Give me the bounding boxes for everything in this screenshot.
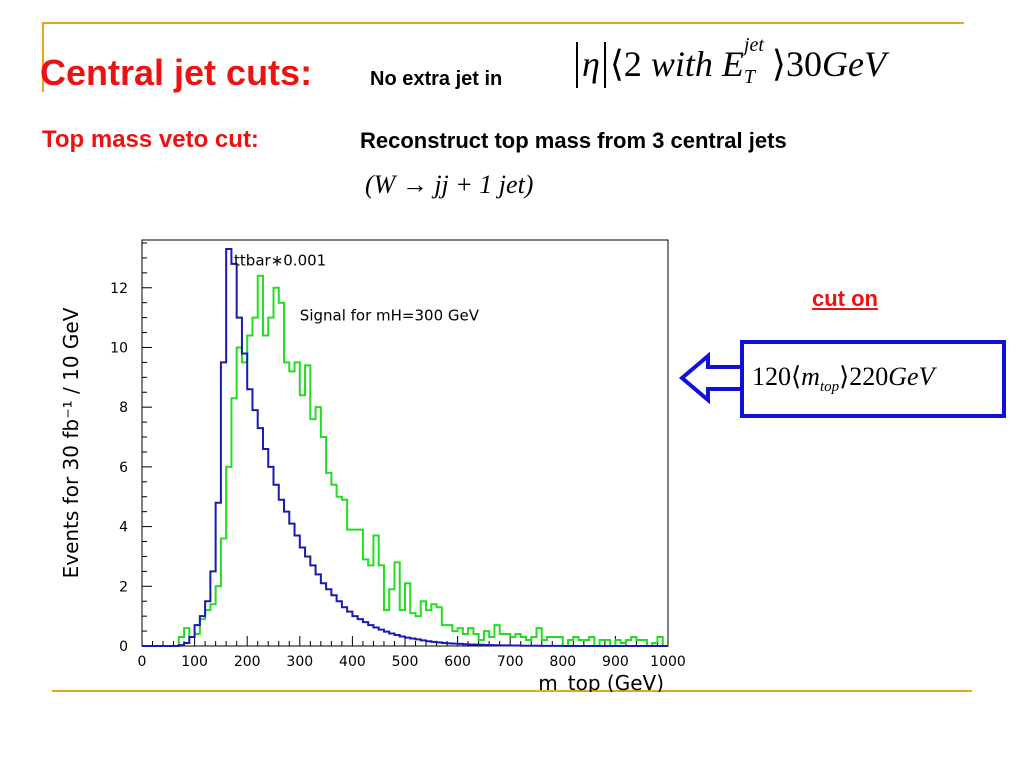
y-tick-label: 12 <box>110 281 128 297</box>
central-jet-cuts-heading: Central jet cuts: <box>40 52 313 93</box>
eta-symbol: η <box>582 44 600 84</box>
w-decay-formula: (W → jj + 1 jet) <box>365 170 534 199</box>
ttbar-annotation: ttbar∗0.001 <box>234 251 326 269</box>
mass-window-box <box>740 340 1006 418</box>
x-tick-label: 400 <box>339 654 366 670</box>
mass-window-formula: 120⟨mtop⟩220GeV <box>752 362 934 396</box>
top-subscript: top <box>819 379 840 395</box>
x-tick-label: 700 <box>497 654 524 670</box>
x-tick-label: 100 <box>181 654 208 670</box>
et-unit: GeV <box>821 44 886 84</box>
x-tick-label: 600 <box>444 654 471 670</box>
mtop-histogram: 0 100 200 300 400 500 600 700 800 900 1000 0 2 4 6 8 10 1… <box>59 239 686 692</box>
with-word: with <box>650 44 713 84</box>
y-tick-label: 6 <box>119 460 128 476</box>
greater-than-symbol: ⟩ <box>771 44 786 84</box>
x-axis-title: m_top (GeV) <box>538 671 664 692</box>
y-tick-label: 4 <box>119 520 128 536</box>
signal-histogram-line <box>142 274 668 647</box>
top-mass-veto-heading: Top mass veto cut: <box>42 126 259 153</box>
abs-bar-right <box>603 42 606 88</box>
x-tick-label: 0 <box>138 654 147 670</box>
greater-than-symbol-2: ⟩ <box>839 362 850 391</box>
m-symbol: m <box>801 362 820 391</box>
et-symbol: E <box>721 44 744 84</box>
mass-low: 120 <box>752 362 791 391</box>
mass-unit: GeV <box>888 362 935 391</box>
y-axis-title: Events for 30 fb⁻¹ / 10 GeV <box>59 307 83 578</box>
et-scripts: jet T <box>744 34 772 88</box>
eta-limit: 2 <box>623 44 642 84</box>
x-tick-label: 800 <box>549 654 576 670</box>
no-extra-jet-text: No extra jet in <box>370 68 503 90</box>
y-tick-label: 10 <box>110 340 128 356</box>
abs-bar-left <box>576 42 578 88</box>
et-subscript: T <box>743 66 756 88</box>
left-divider <box>42 22 44 92</box>
x-tick-label: 1000 <box>650 654 686 670</box>
less-than-symbol-2: ⟨ <box>791 362 802 391</box>
less-than-symbol: ⟨ <box>609 44 624 84</box>
et-threshold: 30 <box>785 44 822 84</box>
x-tick-label: 200 <box>234 654 261 670</box>
et-superscript: jet <box>743 34 764 56</box>
y-tick-label: 8 <box>119 400 128 416</box>
signal-annotation: Signal for mH=300 GeV <box>300 307 480 325</box>
x-tick-label: 900 <box>602 654 629 670</box>
y-tick-label: 0 <box>119 639 128 655</box>
cut-on-label: cut on <box>812 286 878 311</box>
bottom-divider <box>52 690 972 692</box>
x-tick-label: 300 <box>286 654 313 670</box>
reconstruct-top-text: Reconstruct top mass from 3 central jets <box>360 128 787 153</box>
top-divider <box>44 22 964 24</box>
y-tick-label: 2 <box>119 579 128 595</box>
mass-high: 220 <box>849 362 889 391</box>
ttbar-histogram-line <box>142 247 668 647</box>
x-tick-label: 500 <box>392 654 419 670</box>
